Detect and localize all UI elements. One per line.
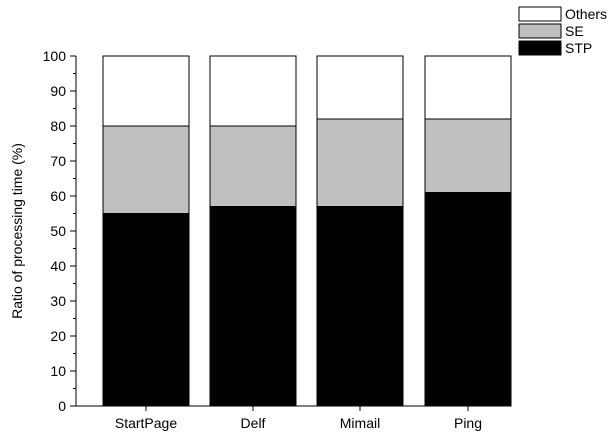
y-ticks-group: 0 10 20 30 40 50 60 70 80 90 100 xyxy=(43,48,76,414)
y-tick-label: 50 xyxy=(50,223,66,239)
y-tick-label: 100 xyxy=(43,48,67,64)
bar-segment-stp-delf xyxy=(210,207,296,407)
y-tick-label: 60 xyxy=(50,188,66,204)
bar-segment-se-startpage xyxy=(103,126,189,214)
legend-swatch-stp xyxy=(519,41,561,55)
bar-segment-stp-ping xyxy=(425,193,511,407)
bar-segment-se-delf xyxy=(210,126,296,207)
bar-segment-others-mimail xyxy=(317,56,403,119)
x-tick-label-startpage: StartPage xyxy=(115,415,177,431)
bar-segment-others-ping xyxy=(425,56,511,119)
bars-group xyxy=(103,56,511,406)
y-tick-label: 80 xyxy=(50,118,66,134)
y-tick-label: 70 xyxy=(50,153,66,169)
legend-swatch-se xyxy=(519,24,561,38)
y-tick-label: 30 xyxy=(50,293,66,309)
y-tick-label: 40 xyxy=(50,258,66,274)
bar-segment-others-delf xyxy=(210,56,296,126)
legend-label-others: Others xyxy=(565,6,607,22)
legend-label-stp: STP xyxy=(565,40,592,56)
bar-segment-se-ping xyxy=(425,119,511,193)
x-ticks-group: StartPage Delf Mimail Ping xyxy=(115,406,482,431)
bar-segment-others-startpage xyxy=(103,56,189,126)
bar-segment-stp-startpage xyxy=(103,214,189,407)
x-tick-label-delf: Delf xyxy=(241,415,266,431)
legend-swatch-others xyxy=(519,7,561,21)
x-tick-label-mimail: Mimail xyxy=(340,415,380,431)
bar-segment-se-mimail xyxy=(317,119,403,207)
bar-segment-stp-mimail xyxy=(317,207,403,407)
y-axis-label: Ratio of processing time (%) xyxy=(9,143,25,319)
y-tick-label: 0 xyxy=(58,398,66,414)
x-tick-label-ping: Ping xyxy=(454,415,482,431)
legend-label-se: SE xyxy=(565,23,584,39)
y-tick-label: 10 xyxy=(50,363,66,379)
y-tick-label: 90 xyxy=(50,83,66,99)
y-tick-label: 20 xyxy=(50,328,66,344)
